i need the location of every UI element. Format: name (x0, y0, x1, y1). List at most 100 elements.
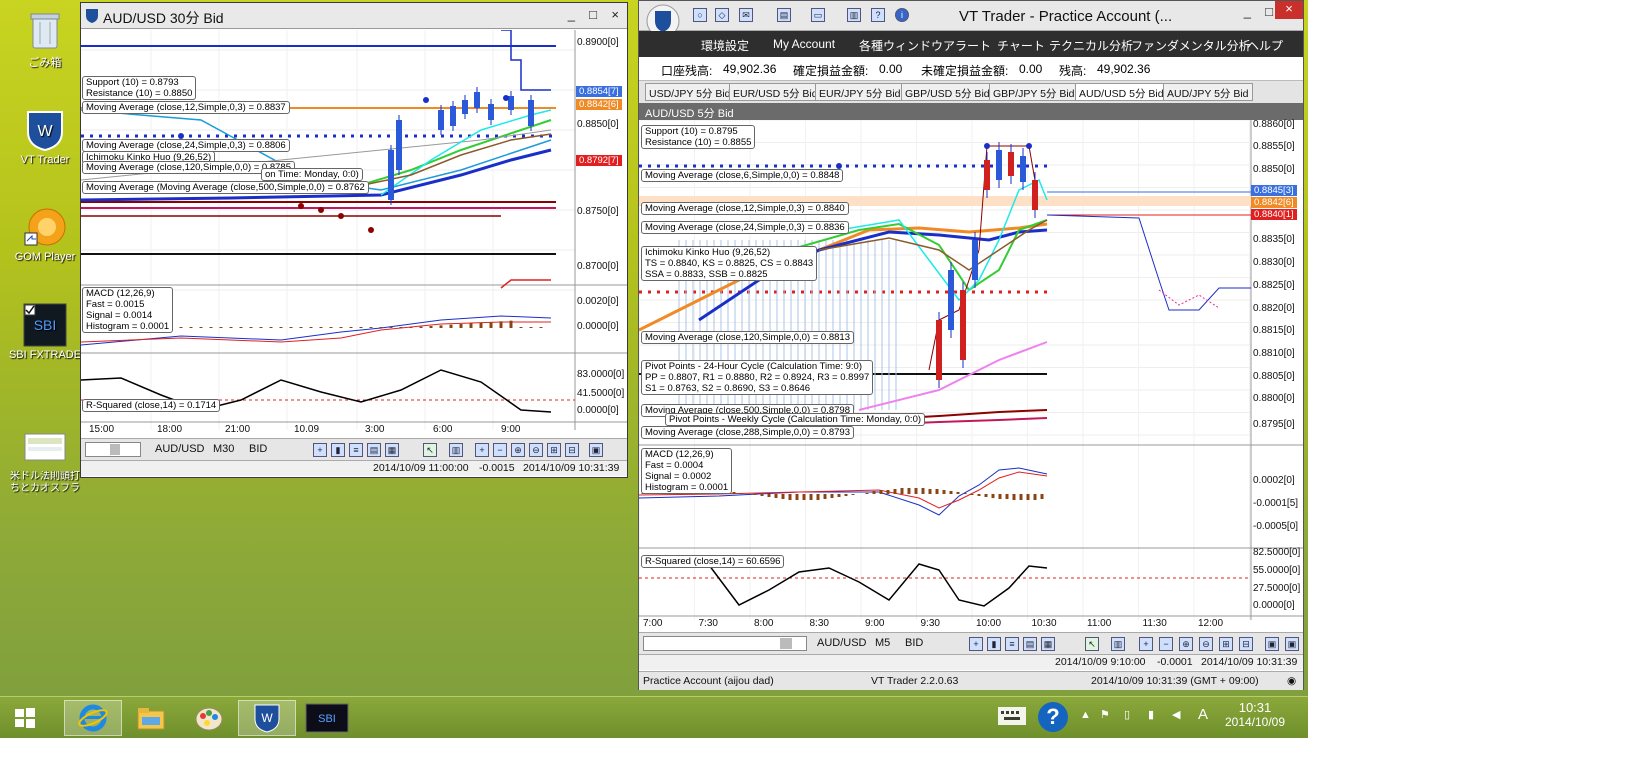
timeframe-select[interactable]: M30 (213, 443, 235, 455)
tab-gbpusd[interactable]: GBP/USD 5分 Bid (901, 83, 994, 101)
left-window-titlebar[interactable]: AUD/USD 30分 Bid _ □ × (81, 3, 627, 29)
horizontal-scrollbar[interactable] (643, 636, 807, 651)
desktop-icon-sbi[interactable]: SBI SBI FXTRADE (8, 303, 82, 361)
paint-icon[interactable] (180, 700, 238, 736)
cursor-icon[interactable]: ↖ (423, 443, 437, 457)
help-icon[interactable]: ? (1038, 702, 1068, 732)
indicator-label: Support (10) = 0.8793 Resistance (10) = 0… (82, 76, 197, 100)
zoom-out-icon[interactable]: − (1159, 637, 1173, 651)
chart-tool-icon[interactable]: ⊟ (1239, 637, 1253, 651)
menu-item[interactable]: 各種ウィンドウ (859, 39, 944, 53)
tab-eurusd[interactable]: EUR/USD 5分 Bid (729, 83, 822, 101)
vt-trader-window[interactable]: ○ ◇ ✉ ▤ ▭ ▥ ? i VT Trader - Practice Acc… (638, 0, 1304, 690)
chart-tool-icon[interactable]: ⊖ (529, 443, 543, 457)
symbol-select[interactable]: AUD/USD (817, 637, 867, 649)
chart-tool-icon[interactable]: + (969, 637, 983, 651)
chart-tool-icon[interactable]: ▤ (1023, 637, 1037, 651)
chart-tool-icon[interactable]: ≡ (349, 443, 363, 457)
chart-tool-icon[interactable]: ⊞ (547, 443, 561, 457)
side-select[interactable]: BID (905, 637, 924, 649)
chart-tool-icon[interactable]: ⊕ (1179, 637, 1193, 651)
keyboard-icon[interactable] (998, 707, 1026, 725)
desktop-icon-gom-player[interactable]: GOM Player (8, 205, 82, 263)
quick-icon[interactable]: ◇ (715, 8, 729, 22)
close-button[interactable]: × (1275, 1, 1303, 19)
tab-audusd[interactable]: AUD/USD 5分 Bid (1075, 83, 1168, 101)
rsq-axis-label: 0.0000[0] (1253, 600, 1295, 611)
cursor-icon[interactable]: ↖ (1085, 637, 1099, 651)
time-label: 12:00 (1198, 618, 1224, 629)
desktop-icon-vt-trader[interactable]: W VT Trader (8, 108, 82, 166)
help-icon[interactable]: ? (871, 8, 885, 22)
explorer-icon[interactable] (122, 700, 180, 736)
minimize-button[interactable]: _ (567, 7, 575, 22)
ime-indicator[interactable]: A (1198, 706, 1209, 723)
menu-item[interactable]: My Account (773, 37, 836, 51)
menu-item[interactable]: ヘルプ (1247, 39, 1284, 53)
zoom-in-icon[interactable]: + (475, 443, 489, 457)
menu-item[interactable]: チャート (997, 39, 1045, 53)
info-icon[interactable]: i (895, 8, 909, 22)
signal-icon[interactable]: ▮ (1148, 709, 1155, 721)
sound-icon[interactable]: ◉ (1287, 675, 1297, 687)
chart-tool-icon[interactable]: ▦ (1041, 637, 1055, 651)
symbol-select[interactable]: AUD/USD (155, 443, 205, 455)
left-chart-window[interactable]: AUD/USD 30分 Bid _ □ × 0.8900[0] 0.8854[7… (80, 2, 628, 478)
desktop-icon-image[interactable]: 米ドル法則頭打ちとカオスフラクタル.jpg (8, 425, 82, 495)
desktop-icon-label: SBI FXTRADE (8, 349, 82, 361)
vt-titlebar[interactable]: ○ ◇ ✉ ▤ ▭ ▥ ? i VT Trader - Practice Acc… (639, 1, 1303, 38)
zoom-out-icon[interactable]: − (493, 443, 507, 457)
zoom-in-icon[interactable]: + (1139, 637, 1153, 651)
side-select[interactable]: BID (249, 443, 268, 455)
tab-audjpy[interactable]: AUD/JPY 5分 Bid (1163, 83, 1253, 101)
quick-icon[interactable]: ▭ (811, 8, 825, 22)
tab-eurjpy[interactable]: EUR/JPY 5分 Bid (815, 83, 905, 101)
chart-tool-icon[interactable]: ▮ (331, 443, 345, 457)
close-button[interactable]: × (611, 7, 619, 22)
flag-icon[interactable]: ⚑ (1100, 709, 1110, 721)
sbi-fxtrade-icon[interactable]: SBI (298, 700, 356, 736)
chart-tool-icon[interactable]: ▣ (589, 443, 603, 457)
timeframe-select[interactable]: M5 (875, 637, 891, 649)
chart-tool-icon[interactable]: ▤ (367, 443, 381, 457)
chart-tool-icon[interactable]: + (313, 443, 327, 457)
chart-tool-icon[interactable]: ▣ (1265, 637, 1279, 651)
chart-tool-icon[interactable]: ▣ (1285, 637, 1299, 651)
quick-icon[interactable]: ▤ (777, 8, 791, 22)
ie-icon[interactable] (64, 700, 122, 736)
menu-item[interactable]: ファンダメンタル分析 (1131, 39, 1251, 53)
vt-trader-icon[interactable]: W (238, 700, 296, 736)
quick-icon[interactable]: ▥ (847, 8, 861, 22)
menu-item[interactable]: 環境設定 (701, 39, 750, 53)
price-tag-orange: 0.8842[6] (1251, 197, 1297, 208)
chart-tool-icon[interactable]: ▥ (1111, 637, 1125, 651)
chart-tool-icon[interactable]: ⊕ (511, 443, 525, 457)
tab-usdjpy[interactable]: USD/JPY 5分 Bid (645, 83, 735, 101)
unrealized-label: 未確定損益金額: (921, 64, 1009, 78)
horizontal-scrollbar[interactable] (85, 442, 141, 457)
quick-icon[interactable]: ✉ (739, 8, 753, 22)
menu-item[interactable]: テクニカル分析 (1049, 39, 1134, 53)
volume-icon[interactable]: ◀ (1172, 709, 1181, 721)
chart-tool-icon[interactable]: ▮ (987, 637, 1001, 651)
chart-tool-icon[interactable]: ▦ (385, 443, 399, 457)
menu-item[interactable]: アラート (943, 39, 992, 53)
chart-tool-icon[interactable]: ⊞ (1219, 637, 1233, 651)
time-label: 15:00 (89, 424, 115, 435)
chart-tool-icon[interactable]: ⊖ (1199, 637, 1213, 651)
battery-icon[interactable]: ▯ (1124, 709, 1131, 721)
maximize-button[interactable]: □ (589, 7, 597, 22)
maximize-button[interactable]: □ (1265, 4, 1273, 19)
minimize-button[interactable]: _ (1243, 4, 1251, 19)
chart-tool-icon[interactable]: ⊟ (565, 443, 579, 457)
desktop-icon-recycle-bin[interactable]: ごみ箱 (8, 8, 82, 70)
clock[interactable]: 10:31 2014/10/09 (1222, 700, 1288, 729)
chart-tool-icon[interactable]: ▥ (449, 443, 463, 457)
chart-tool-icon[interactable]: ≡ (1005, 637, 1019, 651)
time-label: 3:00 (365, 424, 385, 435)
rsq-axis-label: 41.5000[0] (577, 388, 625, 399)
tab-gbpjpy[interactable]: GBP/JPY 5分 Bid (989, 83, 1079, 101)
quick-icon[interactable]: ○ (693, 8, 707, 22)
chevron-up-icon[interactable]: ▲ (1080, 709, 1091, 721)
start-icon[interactable] (0, 700, 50, 736)
